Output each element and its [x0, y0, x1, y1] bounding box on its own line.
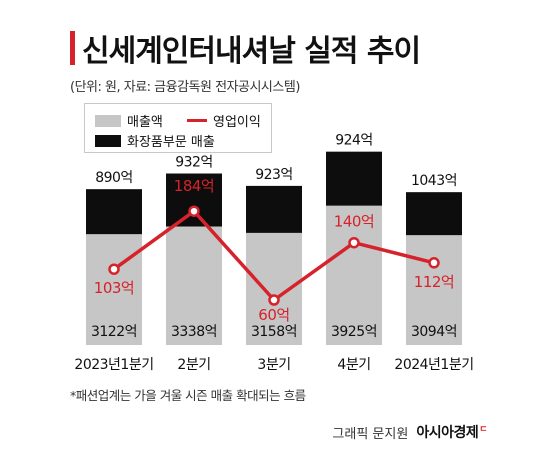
data-label-revenue: 3122억 [91, 324, 137, 340]
data-label-revenue: 3338억 [171, 324, 217, 340]
bar-cosmetics [246, 185, 302, 233]
bar-revenue [246, 232, 302, 345]
bar-cosmetics [166, 173, 222, 227]
data-label-cosmetics: 890억 [95, 170, 133, 186]
x-tick-label: 3분기 [257, 357, 290, 373]
bar-cosmetics [326, 151, 382, 206]
legend: 매출액 영업이익 화장품부문 매출 [84, 103, 272, 153]
point-operating-profit [108, 263, 120, 275]
data-label-revenue: 3094억 [411, 324, 457, 340]
legend-swatch-operating-profit [187, 119, 207, 122]
data-label-operating-profit: 112억 [414, 273, 454, 291]
data-label-revenue: 3925억 [331, 324, 377, 340]
legend-item-revenue: 매출액 [95, 111, 163, 130]
bar-cosmetics [406, 192, 462, 236]
legend-label-revenue: 매출액 [127, 115, 163, 130]
brand-name: 아시아경제 [416, 425, 479, 441]
data-label-revenue: 3158억 [251, 324, 297, 340]
credit: 그래픽 문지원 아시아경제ㄷ [332, 422, 487, 442]
point-operating-profit [348, 236, 360, 249]
credit-text: 그래픽 문지원 [332, 426, 409, 442]
footnote: *패션업계는 가을 겨울 시즌 매출 확대되는 흐름 [70, 388, 306, 403]
point-operating-profit [268, 294, 280, 306]
x-tick-label: 2023년1분기 [74, 357, 153, 373]
bar-cosmetics [86, 189, 142, 235]
chart-subtitle: (단위: 원, 자료: 금융감독원 전자공시시스템) [70, 80, 300, 95]
point-operating-profit [428, 257, 440, 269]
legend-swatch-revenue [95, 114, 121, 127]
x-tick-label: 2분기 [177, 357, 210, 373]
x-tick-label: 2024년1분기 [394, 357, 473, 373]
bar-revenue [326, 205, 382, 345]
legend-item-cosmetics: 화장품부문 매출 [95, 131, 215, 150]
legend-swatch-cosmetics [95, 134, 121, 147]
data-label-operating-profit: 60억 [258, 306, 289, 324]
x-tick-label: 4분기 [337, 357, 370, 373]
title-accent-bar [70, 31, 75, 65]
legend-item-operating-profit: 영업이익 [187, 111, 261, 130]
legend-label-operating-profit: 영업이익 [213, 115, 261, 130]
data-label-cosmetics: 924억 [335, 133, 373, 149]
data-label-operating-profit: 103억 [94, 279, 134, 297]
point-operating-profit [188, 205, 200, 217]
data-label-operating-profit: 184억 [174, 177, 214, 195]
brand-logo: 아시아경제ㄷ [416, 422, 487, 442]
chart-title: 신세계인터내셔날 실적 추이 [82, 34, 421, 69]
data-label-cosmetics: 932억 [175, 155, 213, 171]
bar-revenue [86, 234, 142, 345]
data-label-operating-profit: 140억 [334, 213, 374, 231]
data-label-cosmetics: 1043억 [411, 173, 457, 189]
brand-mark: ㄷ [479, 425, 487, 435]
data-label-cosmetics: 923억 [255, 167, 293, 183]
bar-revenue [166, 226, 222, 345]
legend-label-cosmetics: 화장품부문 매출 [127, 135, 215, 150]
bar-revenue [406, 235, 462, 345]
